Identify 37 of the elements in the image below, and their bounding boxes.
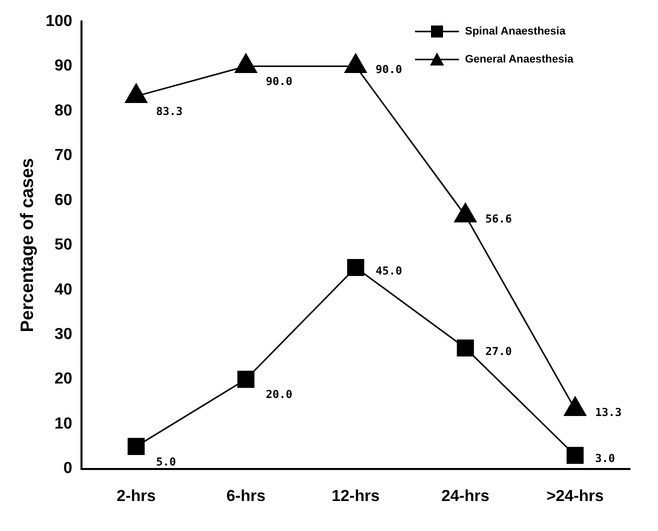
data-label: 27.0: [485, 344, 512, 358]
y-axis-title: Percentage of cases: [16, 158, 37, 332]
data-label: 5.0: [156, 455, 176, 468]
y-tick-label: 30: [54, 326, 72, 344]
point: [234, 53, 258, 73]
data-label: 90.0: [376, 63, 402, 76]
x-tick-label: 6-hrs: [226, 488, 266, 505]
y-tick-label: 40: [54, 281, 72, 298]
y-tick-label: 20: [54, 370, 72, 388]
point: [456, 340, 474, 357]
y-tick-label: 90: [54, 58, 72, 75]
y-tick-label: 0: [63, 460, 72, 478]
y-tick-label: 70: [54, 147, 72, 164]
data-label: 45.0: [376, 264, 402, 278]
point: [344, 53, 367, 73]
data-label: 56.6: [485, 212, 512, 226]
legend-label: Spinal Anaesthesia: [465, 26, 566, 38]
data-label: 83.3: [156, 105, 183, 118]
point: [454, 202, 477, 222]
data-label: 13.3: [595, 406, 622, 420]
legend-label: General Anaesthesia: [465, 54, 574, 66]
x-tick-label: 24-hrs: [441, 488, 490, 505]
x-tick-label: 12-hrs: [332, 488, 380, 505]
y-tick-label: 60: [54, 192, 72, 209]
y-tick-label: 10: [54, 415, 72, 432]
point: [566, 446, 584, 464]
y-tick-label: 50: [54, 236, 72, 254]
x-tick-label: 2-hrs: [116, 488, 156, 505]
data-label: 20.0: [266, 388, 292, 402]
data-label: 3.0: [595, 452, 616, 466]
point: [237, 370, 254, 388]
data-label: 90.0: [266, 75, 292, 88]
y-tick-label: 80: [54, 102, 72, 120]
point: [128, 438, 145, 455]
x-tick-label: >24-hrs: [546, 488, 604, 505]
point: [125, 83, 148, 103]
y-tick-label: 100: [46, 12, 72, 30]
